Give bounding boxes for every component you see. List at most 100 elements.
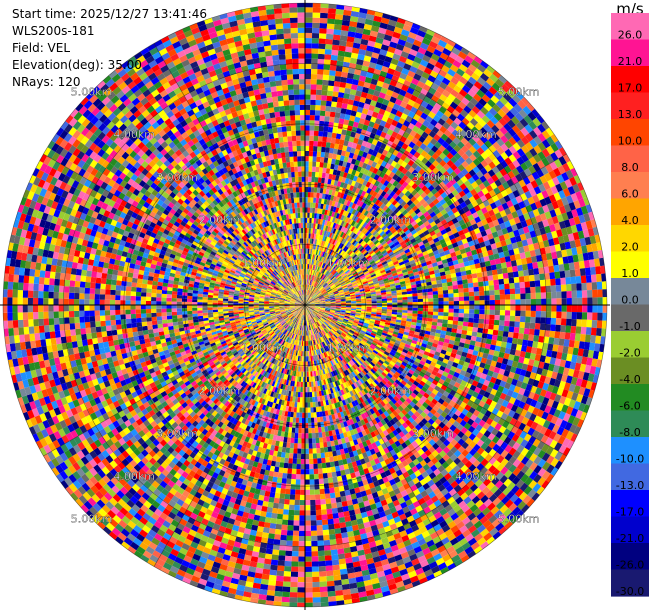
velocity-gate: [278, 467, 284, 473]
velocity-gate: [286, 473, 292, 480]
velocity-gate: [524, 351, 531, 359]
velocity-gate: [405, 321, 412, 325]
velocity-gate: [540, 311, 547, 318]
velocity-gate: [474, 305, 480, 310]
velocity-gate: [539, 323, 546, 331]
velocity-gate: [286, 478, 292, 485]
velocity-gate: [437, 318, 443, 324]
velocity-gate: [515, 310, 521, 317]
velocity-gate: [381, 315, 387, 318]
velocity-gate: [439, 333, 446, 339]
velocity-gate: [383, 326, 390, 330]
velocity-gate: [315, 432, 319, 439]
velocity-gate: [276, 518, 283, 525]
velocity-gate: [584, 334, 591, 343]
velocity-gate: [392, 309, 398, 313]
velocity-gate: [528, 328, 535, 336]
velocity-gate: [374, 321, 380, 325]
velocity-gate: [280, 529, 288, 536]
velocity-gate: [533, 360, 540, 368]
velocity-gate: [354, 316, 360, 320]
velocity-gate: [320, 306, 326, 308]
velocity-gate: [325, 306, 331, 308]
velocity-gate: [282, 514, 289, 520]
velocity-gate: [313, 473, 319, 480]
velocity-gate: [494, 345, 501, 352]
velocity-gate: [550, 317, 557, 325]
velocity-gate: [481, 333, 488, 339]
velocity-gate: [324, 310, 330, 313]
velocity-gate: [379, 322, 385, 327]
velocity-gate: [331, 471, 337, 478]
velocity-gate: [343, 510, 350, 518]
velocity-gate: [501, 358, 509, 365]
velocity-gate: [333, 579, 342, 586]
velocity-gate: [301, 443, 305, 449]
velocity-gate: [468, 317, 474, 323]
velocity-gate: [340, 495, 347, 502]
velocity-gate: [335, 590, 344, 597]
velocity-gate: [262, 568, 271, 575]
velocity-gate: [314, 479, 320, 485]
velocity-gate: [433, 336, 440, 341]
velocity-gate: [331, 554, 339, 561]
velocity-gate: [489, 309, 495, 315]
velocity-gate: [332, 564, 340, 571]
velocity-gate: [432, 315, 439, 319]
velocity-gate: [547, 363, 555, 372]
velocity-gate: [391, 311, 398, 315]
velocity-gate: [415, 325, 422, 330]
velocity-gate: [317, 540, 324, 546]
velocity-gate: [325, 308, 331, 311]
velocity-gate: [461, 329, 468, 335]
velocity-gate: [326, 467, 332, 473]
velocity-gate: [333, 481, 339, 488]
velocity-gate: [498, 351, 505, 359]
velocity-gate: [325, 306, 331, 308]
velocity-gate: [312, 597, 321, 603]
velocity-gate: [401, 317, 407, 322]
velocity-gate: [375, 316, 382, 320]
velocity-gate: [368, 322, 375, 326]
velocity-gate: [584, 364, 592, 374]
velocity-gate: [290, 571, 299, 578]
velocity-gate: [569, 361, 577, 370]
velocity-gate: [534, 354, 542, 362]
velocity-gate: [371, 310, 377, 313]
velocity-gate: [436, 322, 443, 327]
velocity-gate: [292, 453, 298, 459]
velocity-gate: [293, 407, 297, 413]
velocity-gate: [274, 534, 281, 540]
velocity-gate: [432, 339, 439, 345]
velocity-gate: [441, 323, 448, 328]
velocity-gate: [325, 560, 333, 567]
velocity-gate: [312, 602, 321, 607]
velocity-gate: [329, 539, 337, 545]
velocity-gate: [316, 519, 323, 526]
velocity-gate: [334, 312, 340, 315]
velocity-gate: [392, 307, 398, 310]
velocity-gate: [335, 306, 341, 308]
velocity-gate: [394, 324, 401, 328]
velocity-gate: [314, 489, 320, 495]
velocity-gate: [531, 366, 539, 374]
velocity-gate: [325, 570, 334, 577]
velocity-gate: [478, 318, 485, 324]
velocity-gate: [286, 540, 293, 546]
velocity-gate: [309, 479, 315, 485]
velocity-gate: [375, 314, 382, 318]
velocity-gate: [381, 313, 387, 316]
velocity-gate: [306, 356, 308, 362]
velocity-gate: [308, 428, 312, 434]
velocity-gate: [274, 585, 283, 592]
velocity-gate: [544, 330, 551, 338]
velocity-gate: [307, 392, 310, 398]
velocity-gate: [330, 497, 337, 504]
velocity-gate: [484, 343, 491, 350]
velocity-gate: [305, 494, 311, 501]
velocity-gate: [571, 318, 577, 327]
velocity-gate: [324, 452, 330, 458]
velocity-gate: [300, 381, 303, 388]
velocity-gate: [404, 328, 410, 333]
velocity-gate: [296, 458, 301, 465]
